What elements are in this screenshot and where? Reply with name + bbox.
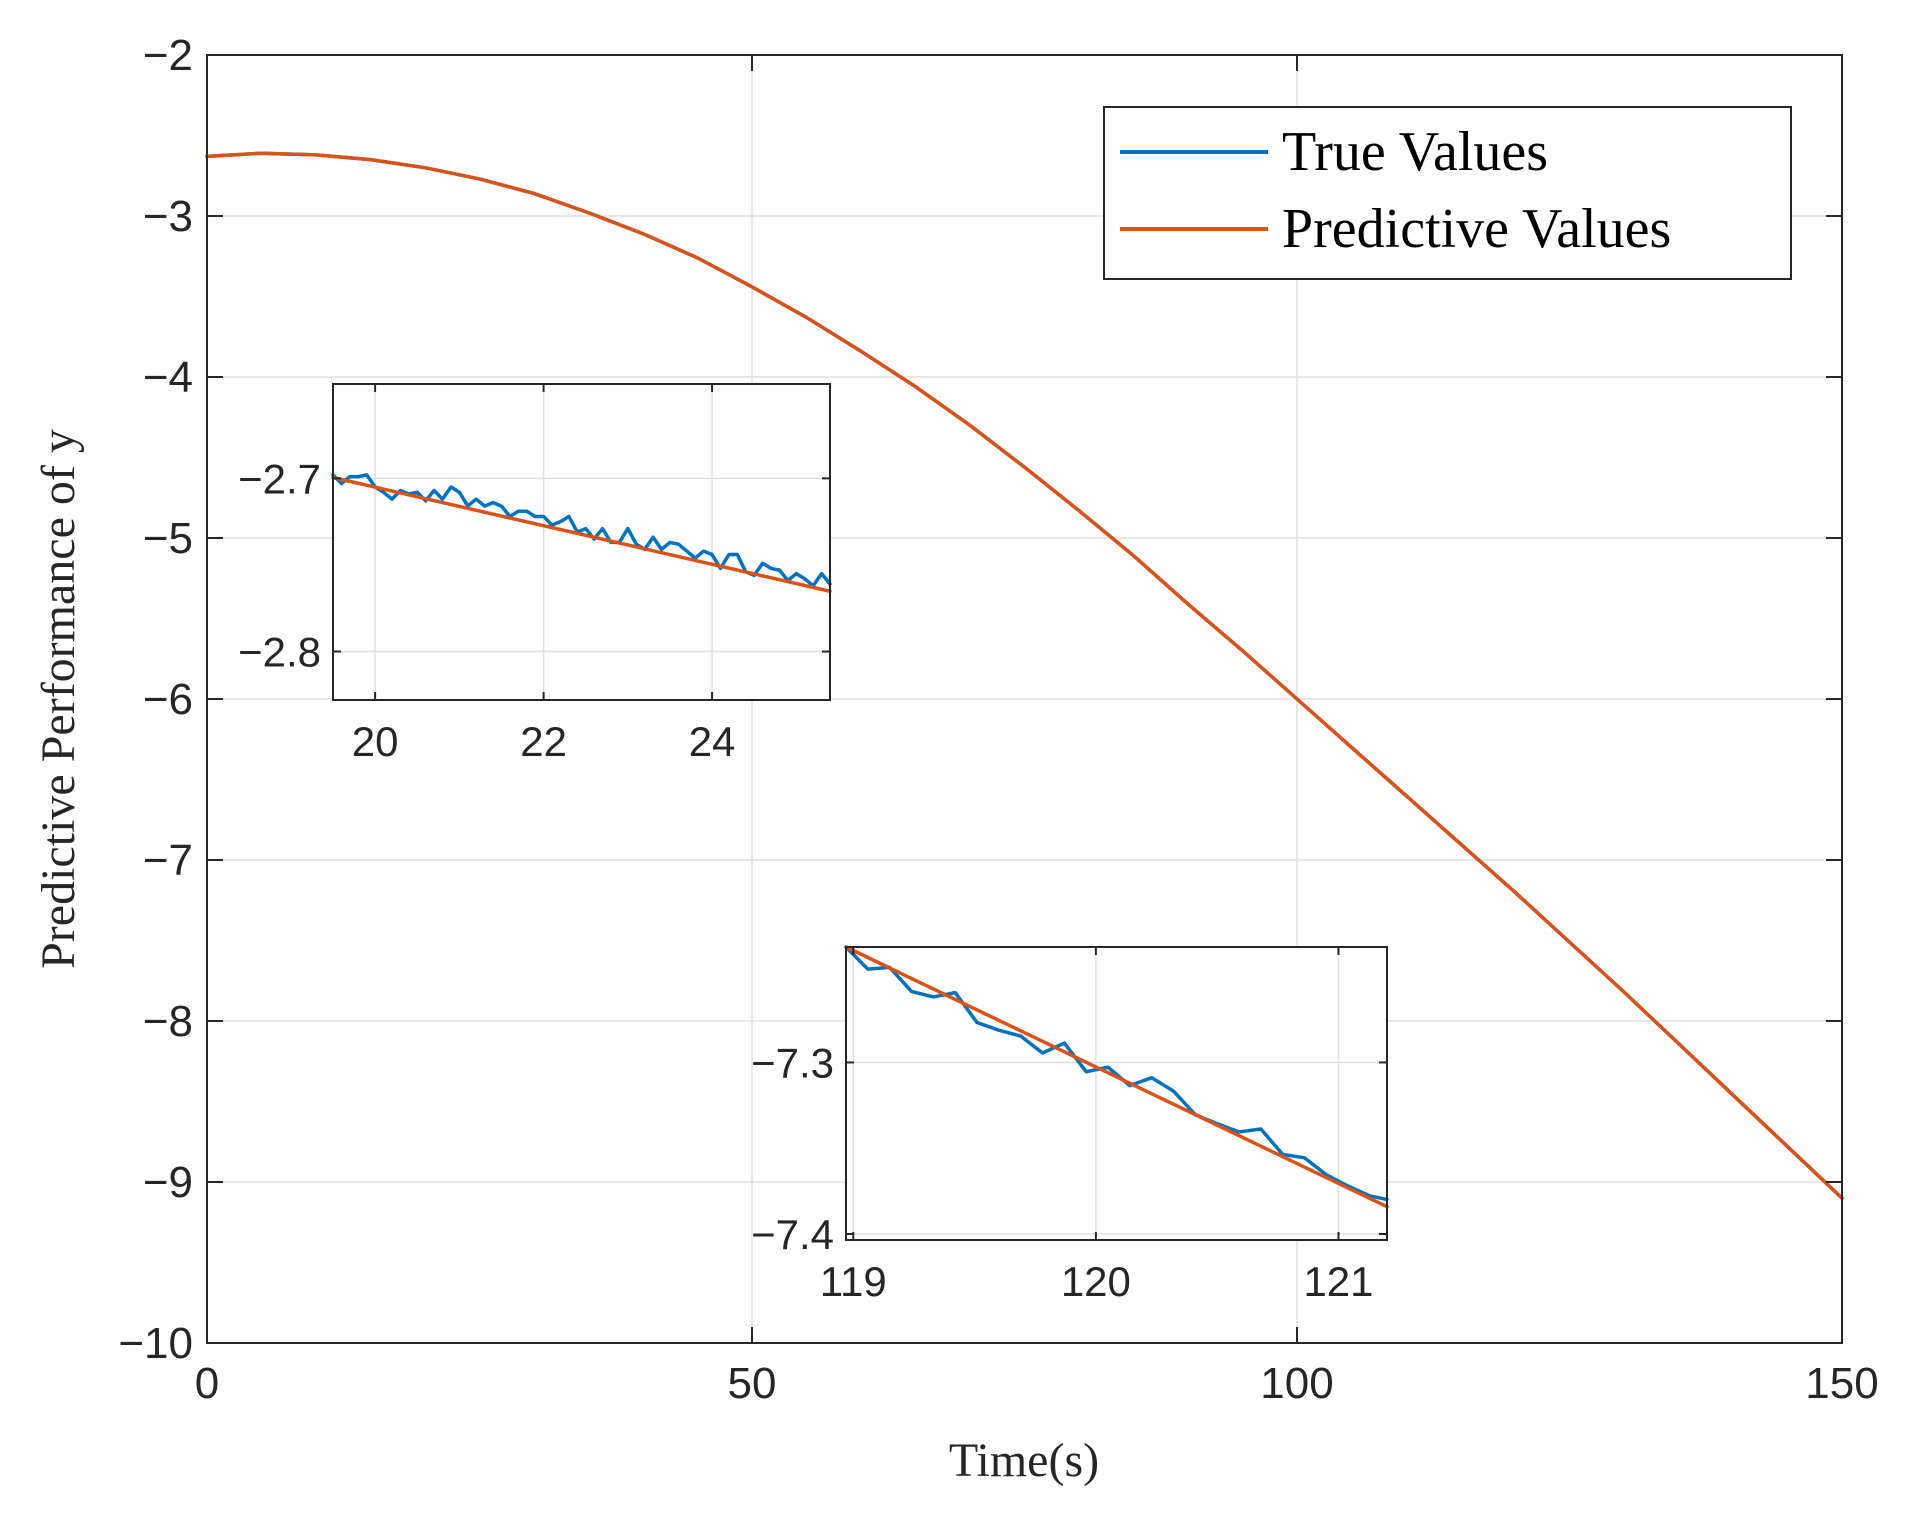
inset1-predictive-values-line bbox=[331, 475, 832, 594]
main-y-tick-label: −7 bbox=[143, 836, 193, 885]
main-y-tick-label: −8 bbox=[143, 997, 193, 1046]
main-predictive-values-line bbox=[205, 151, 1844, 1200]
inset2-series bbox=[844, 945, 1389, 1209]
main-series bbox=[205, 151, 1844, 1200]
inset2-axes-box bbox=[845, 946, 1388, 1241]
inset2-x-tick-label: 120 bbox=[1061, 1258, 1131, 1305]
inset2-plot-area bbox=[846, 947, 1387, 1240]
main-x-tick-label: 100 bbox=[1260, 1359, 1333, 1408]
main-y-tick-label: −3 bbox=[143, 192, 193, 241]
main-y-tick-label: −9 bbox=[143, 1158, 193, 1207]
inset1-ticks: 20 22 24 −2.7 −2.8 bbox=[238, 384, 830, 765]
main-y-tick-label: −2 bbox=[143, 31, 193, 80]
inset2-axes: 119 120 121 −7.3 −7.4 bbox=[751, 945, 1389, 1305]
inset1-series bbox=[331, 473, 832, 594]
main-x-tick-label: 0 bbox=[195, 1359, 219, 1408]
inset1-axes: 20 22 24 −2.7 −2.8 bbox=[238, 383, 832, 765]
inset1-y-tick-label: −2.7 bbox=[238, 455, 321, 502]
legend-label-pred: Predictive Values bbox=[1282, 198, 1671, 260]
main-y-tick-label: −6 bbox=[143, 675, 193, 724]
inset2-ticks: 119 120 121 −7.3 −7.4 bbox=[751, 947, 1387, 1305]
legend: True Values Predictive Values bbox=[1103, 106, 1792, 280]
legend-box bbox=[1103, 106, 1792, 280]
inset2-grid bbox=[846, 947, 1387, 1240]
inset2-x-tick-label: 121 bbox=[1303, 1258, 1373, 1305]
inset1-y-tick-label: −2.8 bbox=[238, 629, 321, 676]
inset1-axes-box bbox=[332, 383, 831, 701]
inset1-grid bbox=[333, 384, 830, 700]
main-y-tick-label: −10 bbox=[118, 1319, 193, 1368]
main-ticks: 0 50 100 150 −10 −9 −8 −7 −6 −5 −4 −3 −2 bbox=[118, 31, 1878, 1408]
main-y-tick-label: −5 bbox=[143, 514, 193, 563]
main-x-tick-label: 150 bbox=[1805, 1359, 1878, 1408]
inset1-x-tick-label: 24 bbox=[689, 718, 736, 765]
inset1-x-tick-label: 20 bbox=[352, 718, 399, 765]
main-y-tick-label: −4 bbox=[143, 353, 193, 402]
x-axis-label: Time(s) bbox=[949, 1434, 1099, 1487]
legend-label-true: True Values bbox=[1282, 121, 1548, 183]
inset2-predictive-values-line bbox=[844, 945, 1389, 1209]
y-axis-label: Predictive Performance of y bbox=[32, 429, 85, 969]
inset1-x-tick-label: 22 bbox=[520, 718, 567, 765]
inset1-plot-area bbox=[333, 384, 830, 700]
main-x-tick-label: 50 bbox=[728, 1359, 777, 1408]
inset2-y-tick-label: −7.3 bbox=[751, 1039, 834, 1086]
inset2-y-tick-label: −7.4 bbox=[751, 1211, 834, 1258]
inset2-x-tick-label: 119 bbox=[820, 1258, 887, 1305]
